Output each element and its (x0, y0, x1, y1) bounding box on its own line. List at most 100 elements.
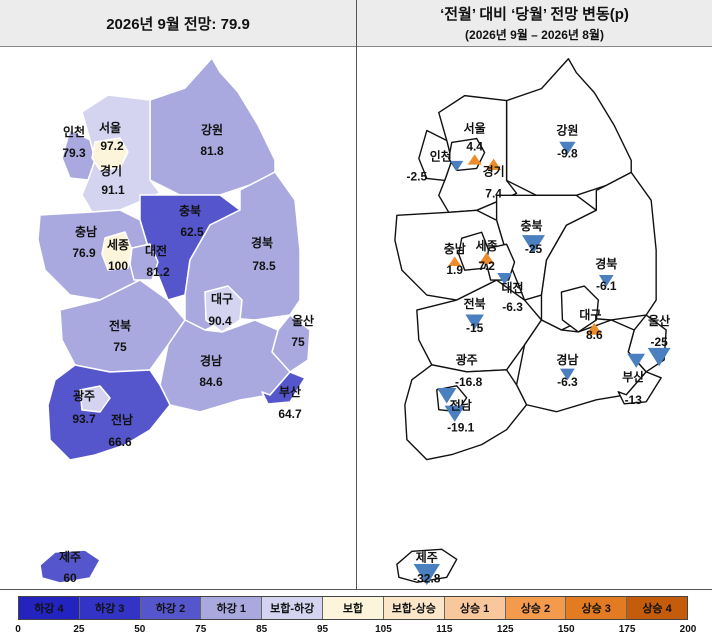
change-marker-jeonbuk (465, 314, 484, 330)
label-gangwon-name: 강원 (201, 123, 223, 137)
change-marker-seoul (467, 154, 482, 165)
legend-tick-label: 50 (134, 624, 146, 635)
region-daejeon (129, 243, 159, 281)
chg-gyeongbuk-value: -6.1 (596, 279, 617, 293)
change-marker-jeju (413, 564, 440, 586)
legend-bin: 보합-상승 (383, 597, 445, 619)
label-jeonbuk-name: 전북 (109, 318, 131, 333)
label-chungnam-name: 충남 (75, 224, 97, 239)
label-incheon-name: 인천 (63, 124, 85, 139)
region-jeonnam (47, 364, 171, 461)
region-sejong (101, 231, 133, 271)
chg-gyeonggi-name: 경기 (483, 163, 505, 178)
outline-busan (617, 371, 662, 405)
legend-bin: 상승 1 (444, 597, 506, 619)
change-marker-daegu (586, 322, 603, 335)
chg-ulsan-value: -25 (651, 335, 669, 349)
legend-tick-label: 175 (618, 624, 636, 635)
legend-bin: 상승 3 (566, 597, 628, 619)
legend-tick-label: 105 (375, 624, 392, 635)
chg-ulsan-name: 울산 (648, 313, 670, 328)
label-gyeongnam-name: 경남 (200, 353, 222, 368)
change-markers (413, 141, 671, 586)
change-marker-gwangju (437, 388, 457, 404)
legend-tick-label: 115 (436, 624, 453, 635)
change-marker-chungbuk (522, 235, 545, 254)
label-ulsan-name: 울산 (292, 313, 314, 328)
forecast-map: 서울 97.2 인천 79.3 경기 91.1 강원 81.8 충북 62.5 … (37, 57, 314, 585)
region-gwangju (79, 385, 111, 413)
legend-ticks: 0 25 50 75 85 95 105 115 125 150 175 200 (0, 624, 712, 640)
chg-gwangju-name: 광주 (456, 352, 478, 367)
chg-jeonbuk-name: 전북 (464, 296, 486, 311)
left-panel-header: 2026년 9월 전망: 79.9 (0, 0, 356, 47)
chg-daegu-name: 대구 (579, 308, 601, 322)
chg-gwangju-value: -16.8 (455, 375, 483, 389)
chg-incheon-name: 인천 (430, 148, 452, 163)
region-daegu (204, 285, 243, 333)
legend-bin: 상승 2 (505, 597, 567, 619)
change-marker-gyeongbuk (598, 274, 614, 287)
right-panel-header: ‘전월’ 대비 ‘당월’ 전망 변동(p) (2026년 9월 – 2026년 … (357, 0, 712, 47)
chg-sejong-value: 7.2 (478, 259, 495, 273)
forecast-labels: 서울 97.2 인천 79.3 경기 91.1 강원 81.8 충북 62.5 … (59, 120, 314, 585)
change-marker-incheon (450, 160, 464, 172)
change-marker-gyeonggi (486, 158, 502, 170)
chg-busan-value: -13 (625, 393, 643, 407)
label-gyeongbuk-name: 경북 (251, 236, 273, 250)
right-map-subtitle: (2026년 9월 – 2026년 8월) (465, 28, 604, 42)
legend-tick-label: 95 (316, 624, 329, 635)
label-busan-value: 64.7 (278, 407, 302, 421)
label-gwangju-value: 93.7 (72, 412, 96, 426)
change-marker-gangwon (559, 141, 576, 155)
label-jeonnam-name: 전남 (111, 412, 133, 427)
legend-tick-label: 150 (557, 624, 575, 635)
legend-bin: 보합 (323, 597, 384, 619)
label-daegu-name: 대구 (211, 292, 233, 306)
legend-bin: 보합-하강 (262, 597, 324, 619)
chg-chungnam-name: 충남 (444, 241, 466, 256)
chg-jeonnam-value: -19.1 (447, 421, 475, 435)
chg-jeju-value: -32.8 (413, 571, 441, 585)
label-gangwon-value: 81.8 (200, 144, 224, 158)
legend-bin: 하강 3 (79, 597, 141, 619)
chg-busan-name: 부산 (622, 369, 644, 384)
chg-daegu-value: 8.6 (586, 328, 603, 342)
change-marker-ulsan (647, 347, 671, 367)
legend-bin: 하강 1 (201, 597, 263, 619)
label-ulsan-value: 75 (291, 335, 305, 349)
color-legend: 하강 4 하강 3 하강 2 하강 1 보합-하강 보합 보합-상승 상승 1 상승 2 상승 3… (18, 596, 688, 620)
label-chungbuk-name: 충북 (179, 203, 201, 218)
chg-chungnam-value: 1.9 (446, 263, 463, 277)
chg-seoul-value: 4.4 (466, 139, 483, 153)
label-busan-name: 부산 (279, 384, 301, 399)
chg-incheon-value: -2.5 (407, 169, 428, 183)
legend-tick-label: 0 (15, 624, 21, 635)
label-jeju-value: 60 (63, 571, 77, 585)
label-chungbuk-value: 62.5 (180, 225, 204, 239)
outline-jeonnam (404, 364, 528, 461)
label-gwangju-name: 광주 (73, 388, 95, 403)
legend-tick-label: 85 (256, 624, 268, 635)
chg-jeonbuk-value: -15 (466, 321, 484, 335)
panel-bottom-border (0, 589, 712, 590)
change-marker-daejeon (497, 272, 512, 285)
chg-gangwon-value: -9.8 (557, 146, 578, 160)
legend-bin: 하강 2 (140, 597, 202, 619)
label-gyeongbuk-value: 78.5 (252, 259, 276, 273)
change-labels: 서울 4.4 인천 -2.5 경기 7.4 강원 -9.8 충북 -25 충남 … (407, 121, 671, 586)
label-gyeongnam-value: 84.6 (199, 375, 223, 389)
legend-bin: 하강 4 (19, 597, 80, 619)
label-daejeon-name: 대전 (145, 243, 167, 258)
chg-sejong-name: 세종 (476, 238, 498, 253)
region-jeju (39, 549, 101, 584)
right-map-title: ‘전월’ 대비 ‘당월’ 전망 변동(p) (440, 6, 629, 23)
label-gyeonggi-value: 91.1 (101, 183, 125, 197)
chg-gyeongbuk-name: 경북 (595, 257, 617, 271)
panel-divider (356, 0, 357, 590)
chg-daejeon-name: 대전 (502, 280, 524, 295)
label-sejong-value: 100 (108, 259, 128, 273)
legend-tick-label: 25 (73, 624, 85, 635)
change-map: 서울 4.4 인천 -2.5 경기 7.4 강원 -9.8 충북 -25 충남 … (394, 58, 671, 586)
chg-gangwon-name: 강원 (556, 124, 578, 138)
